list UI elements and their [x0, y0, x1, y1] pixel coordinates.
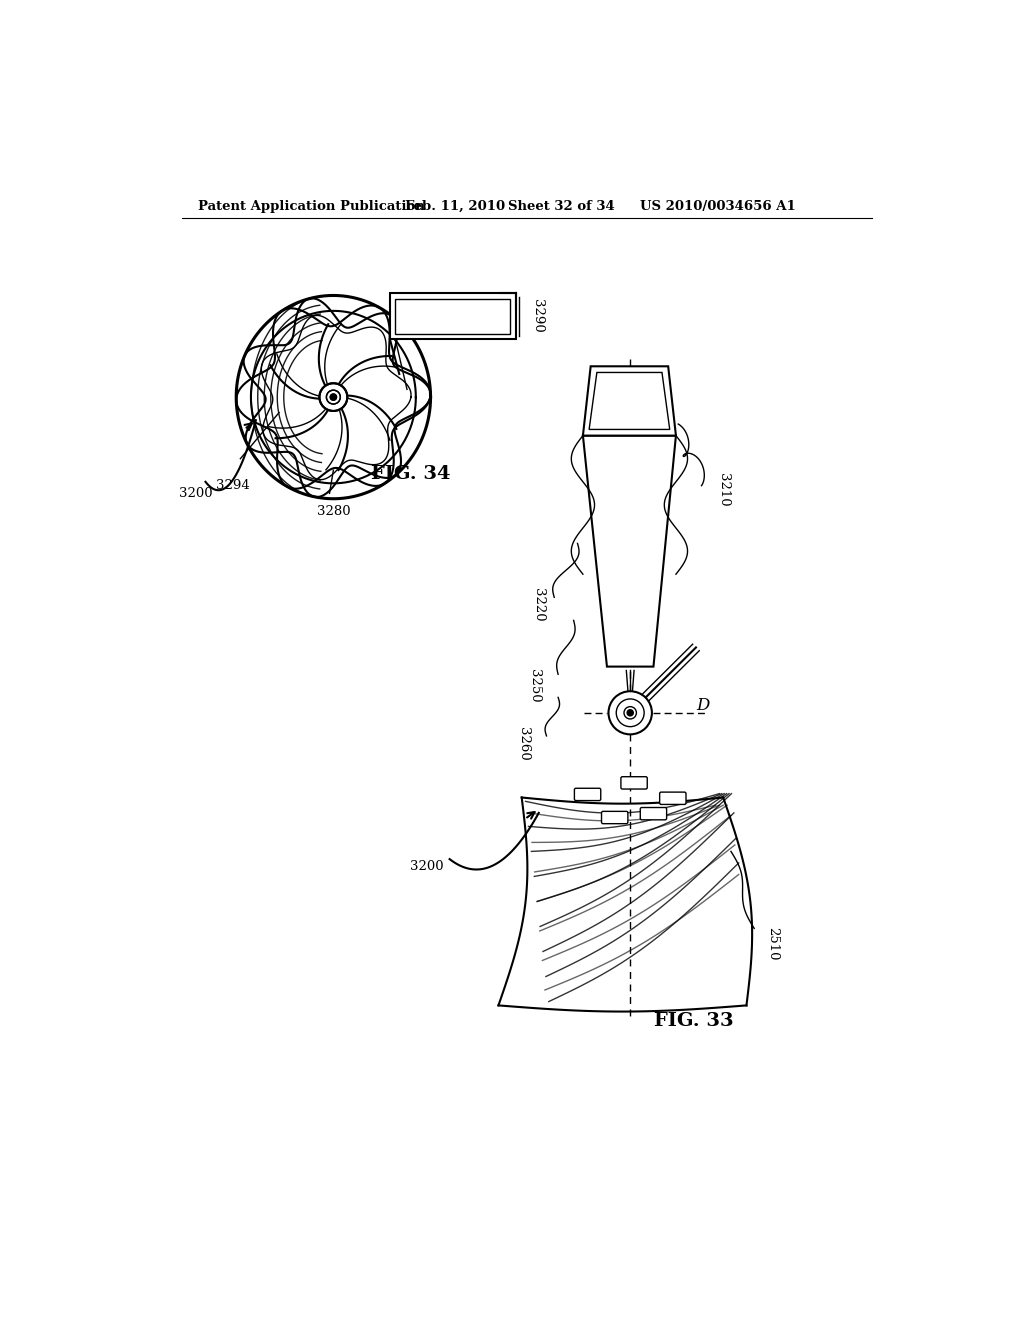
Text: Feb. 11, 2010: Feb. 11, 2010: [406, 199, 506, 213]
Text: 3290: 3290: [531, 300, 544, 333]
FancyBboxPatch shape: [621, 776, 647, 789]
Circle shape: [331, 395, 337, 400]
Circle shape: [627, 710, 633, 715]
Text: D: D: [696, 697, 710, 714]
Circle shape: [608, 692, 652, 734]
Text: 3210: 3210: [717, 473, 730, 507]
Text: 3220: 3220: [532, 589, 545, 622]
Text: 3280: 3280: [316, 504, 350, 517]
Text: FIG. 34: FIG. 34: [371, 465, 451, 483]
Text: Patent Application Publication: Patent Application Publication: [198, 199, 425, 213]
Polygon shape: [390, 293, 515, 339]
Text: US 2010/0034656 A1: US 2010/0034656 A1: [640, 199, 796, 213]
Polygon shape: [583, 436, 676, 667]
Circle shape: [624, 706, 636, 719]
Circle shape: [331, 395, 337, 400]
FancyBboxPatch shape: [659, 792, 686, 804]
Polygon shape: [583, 367, 676, 436]
Text: FIG. 33: FIG. 33: [654, 1012, 733, 1030]
FancyBboxPatch shape: [640, 808, 667, 820]
Text: 3200: 3200: [179, 487, 213, 500]
Text: 3250: 3250: [528, 669, 542, 702]
Text: 3294: 3294: [216, 479, 250, 492]
Text: 3200: 3200: [410, 861, 443, 874]
Text: Sheet 32 of 34: Sheet 32 of 34: [508, 199, 614, 213]
FancyBboxPatch shape: [601, 812, 628, 824]
Text: 3260: 3260: [517, 727, 529, 760]
Text: 2510: 2510: [766, 927, 779, 961]
FancyBboxPatch shape: [574, 788, 601, 800]
